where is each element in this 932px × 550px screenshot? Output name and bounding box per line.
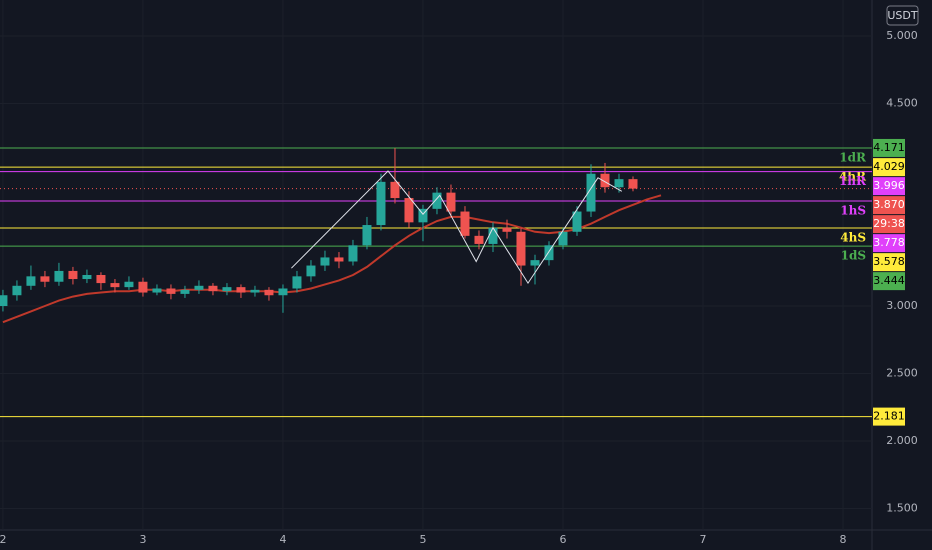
candle-body [376,181,386,226]
candle-body [194,285,204,290]
candle-body [124,281,134,288]
candle-body [474,235,484,244]
price-label-box [873,138,905,157]
candle-body [362,225,372,246]
candle-body [68,270,78,280]
x-tick-label: 6 [559,533,566,546]
y-tick-label: 1.500 [886,502,918,515]
candle-body [628,179,638,189]
candle-body [390,181,400,199]
y-tick-label: 2.000 [886,434,918,447]
price-label: 2.181 [873,410,905,423]
candle-body [26,276,36,286]
candle-body [558,231,568,246]
x-tick-label: 3 [139,533,146,546]
candle-body [12,285,22,296]
candle-body [236,287,246,293]
candle-body [180,289,190,294]
candle-body [334,257,344,262]
y-tick-label: 2.500 [886,367,918,380]
candle-body [138,281,148,293]
candle-body [110,283,120,288]
candle-body [544,245,554,261]
candle-body [404,198,414,223]
price-label-box [873,253,905,272]
candle-body [572,211,582,232]
price-label-box [873,196,905,215]
candle-body [152,288,162,293]
x-tick-label: 4 [279,533,286,546]
candle-body [320,257,330,266]
price-label: 4.171 [873,141,905,154]
price-label-box [873,158,905,177]
candle-body [432,192,442,209]
candle-body [250,289,260,293]
candle-body [222,287,232,292]
price-label: 3.778 [873,236,905,249]
candle-body [166,288,176,294]
level-tag: 4hR [839,170,867,184]
level-tag: 1hR [839,174,867,188]
candle-body [530,260,540,266]
candle-body [600,173,610,188]
candle-body [306,265,316,277]
candle-body [446,192,456,212]
level-tag: 4hS [840,231,866,245]
price-label-box [873,272,905,291]
y-tick-label: 5.000 [886,29,918,42]
candle-body [488,227,498,244]
candle-body [586,173,596,212]
candle-body [96,274,106,284]
x-tick-label: 2 [0,533,6,546]
candle-body [516,231,526,266]
currency-box[interactable] [886,5,919,26]
price-label: 3.870 [873,198,905,211]
pattern-line [291,170,623,285]
candle-body [348,245,358,262]
candle-body [264,289,274,296]
x-tick-label: 8 [840,533,847,546]
moving-average [2,194,662,324]
candle-body [460,211,470,236]
candle-body [292,276,302,289]
price-label: 3.996 [873,179,905,192]
countdown-box [873,215,905,234]
candle-body [418,208,428,223]
countdown: 29:38 [873,217,905,230]
y-tick-label: 4.500 [886,97,918,110]
candle-body [40,276,50,282]
candle-body [502,227,512,232]
candle-body [82,274,92,280]
level-tag: 1dR [839,150,867,164]
level-tag: 1dS [841,249,866,263]
price-label: 4.029 [873,160,905,173]
level-tag: 1hS [840,204,866,218]
price-label-box [873,234,905,253]
price-label-box [873,177,905,196]
price-label: 3.444 [873,274,905,287]
currency: USDT [887,9,918,22]
candle-body [614,179,624,188]
candle-body [278,288,288,296]
y-tick-label: 3.000 [886,299,918,312]
x-tick-label: 7 [700,533,707,546]
x-tick-label: 5 [419,533,426,546]
candle-body [54,270,64,282]
price-label: 3.578 [873,255,905,268]
candle-body [0,295,8,307]
candle-body [208,285,218,292]
price-label-box [873,407,905,426]
